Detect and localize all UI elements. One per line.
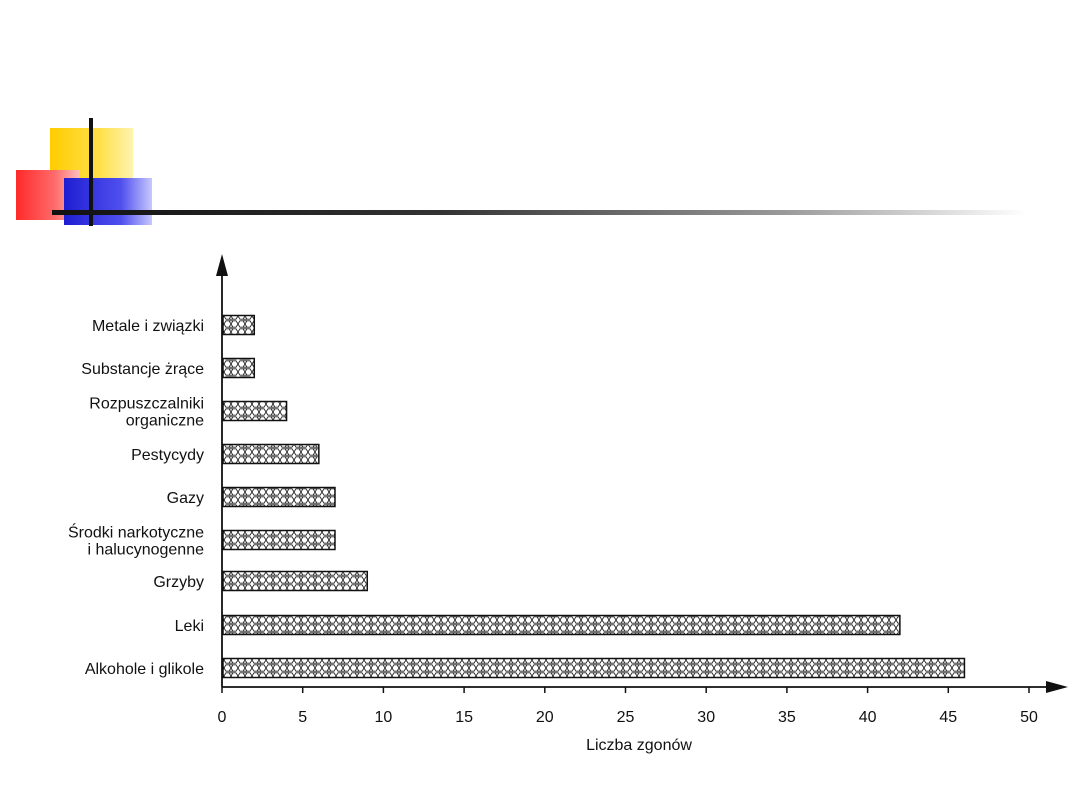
axes-group bbox=[216, 254, 1068, 693]
category-label: Leki bbox=[175, 618, 204, 635]
x-axis-arrow bbox=[1046, 681, 1068, 693]
x-tick-label: 45 bbox=[939, 709, 957, 726]
bar-4 bbox=[222, 443, 320, 465]
deco-vertical-line bbox=[89, 118, 93, 226]
x-tick-label: 35 bbox=[778, 709, 796, 726]
category-label: Metale i związki bbox=[92, 318, 204, 335]
category-label: Gazy bbox=[167, 490, 204, 507]
x-tick-label: 10 bbox=[375, 709, 393, 726]
bar-7 bbox=[222, 570, 369, 592]
x-tick-label: 30 bbox=[697, 709, 715, 726]
x-tick-label: 20 bbox=[536, 709, 554, 726]
bar-2 bbox=[222, 357, 256, 379]
x-tick-label: 5 bbox=[298, 709, 307, 726]
bar-1 bbox=[222, 314, 256, 336]
category-label: Alkohole i glikole bbox=[85, 661, 204, 678]
x-tick-group: 0 5 10 15 20 25 30 35 40 45 50 bbox=[218, 687, 1038, 726]
category-label: Rozpuszczalniki bbox=[89, 396, 204, 413]
bar-3 bbox=[222, 400, 288, 422]
bar-9 bbox=[222, 657, 966, 679]
bar-5 bbox=[222, 486, 336, 508]
x-axis-label: Liczba zgonów bbox=[586, 737, 692, 754]
bar-8 bbox=[222, 614, 901, 636]
bars-group bbox=[222, 314, 966, 679]
category-label: Substancje żrące bbox=[81, 361, 204, 378]
x-tick-label: 25 bbox=[617, 709, 635, 726]
deco-blue-square bbox=[64, 178, 152, 225]
category-labels: Metale i związki Substancje żrące Rozpuszc… bbox=[68, 318, 204, 678]
x-tick-label: 15 bbox=[455, 709, 473, 726]
category-label: organiczne bbox=[126, 413, 204, 430]
category-label: Pestycydy bbox=[131, 447, 204, 464]
x-tick-label: 50 bbox=[1020, 709, 1038, 726]
bar-6 bbox=[222, 529, 336, 551]
x-tick-label: 40 bbox=[859, 709, 877, 726]
deco-horizontal-rule bbox=[52, 210, 1027, 215]
category-label: Środki narkotyczne bbox=[68, 523, 204, 542]
category-label: i halucynogenne bbox=[87, 542, 204, 559]
x-tick-label: 0 bbox=[218, 709, 227, 726]
category-label: Grzyby bbox=[153, 574, 204, 591]
y-axis-arrow bbox=[216, 254, 228, 276]
